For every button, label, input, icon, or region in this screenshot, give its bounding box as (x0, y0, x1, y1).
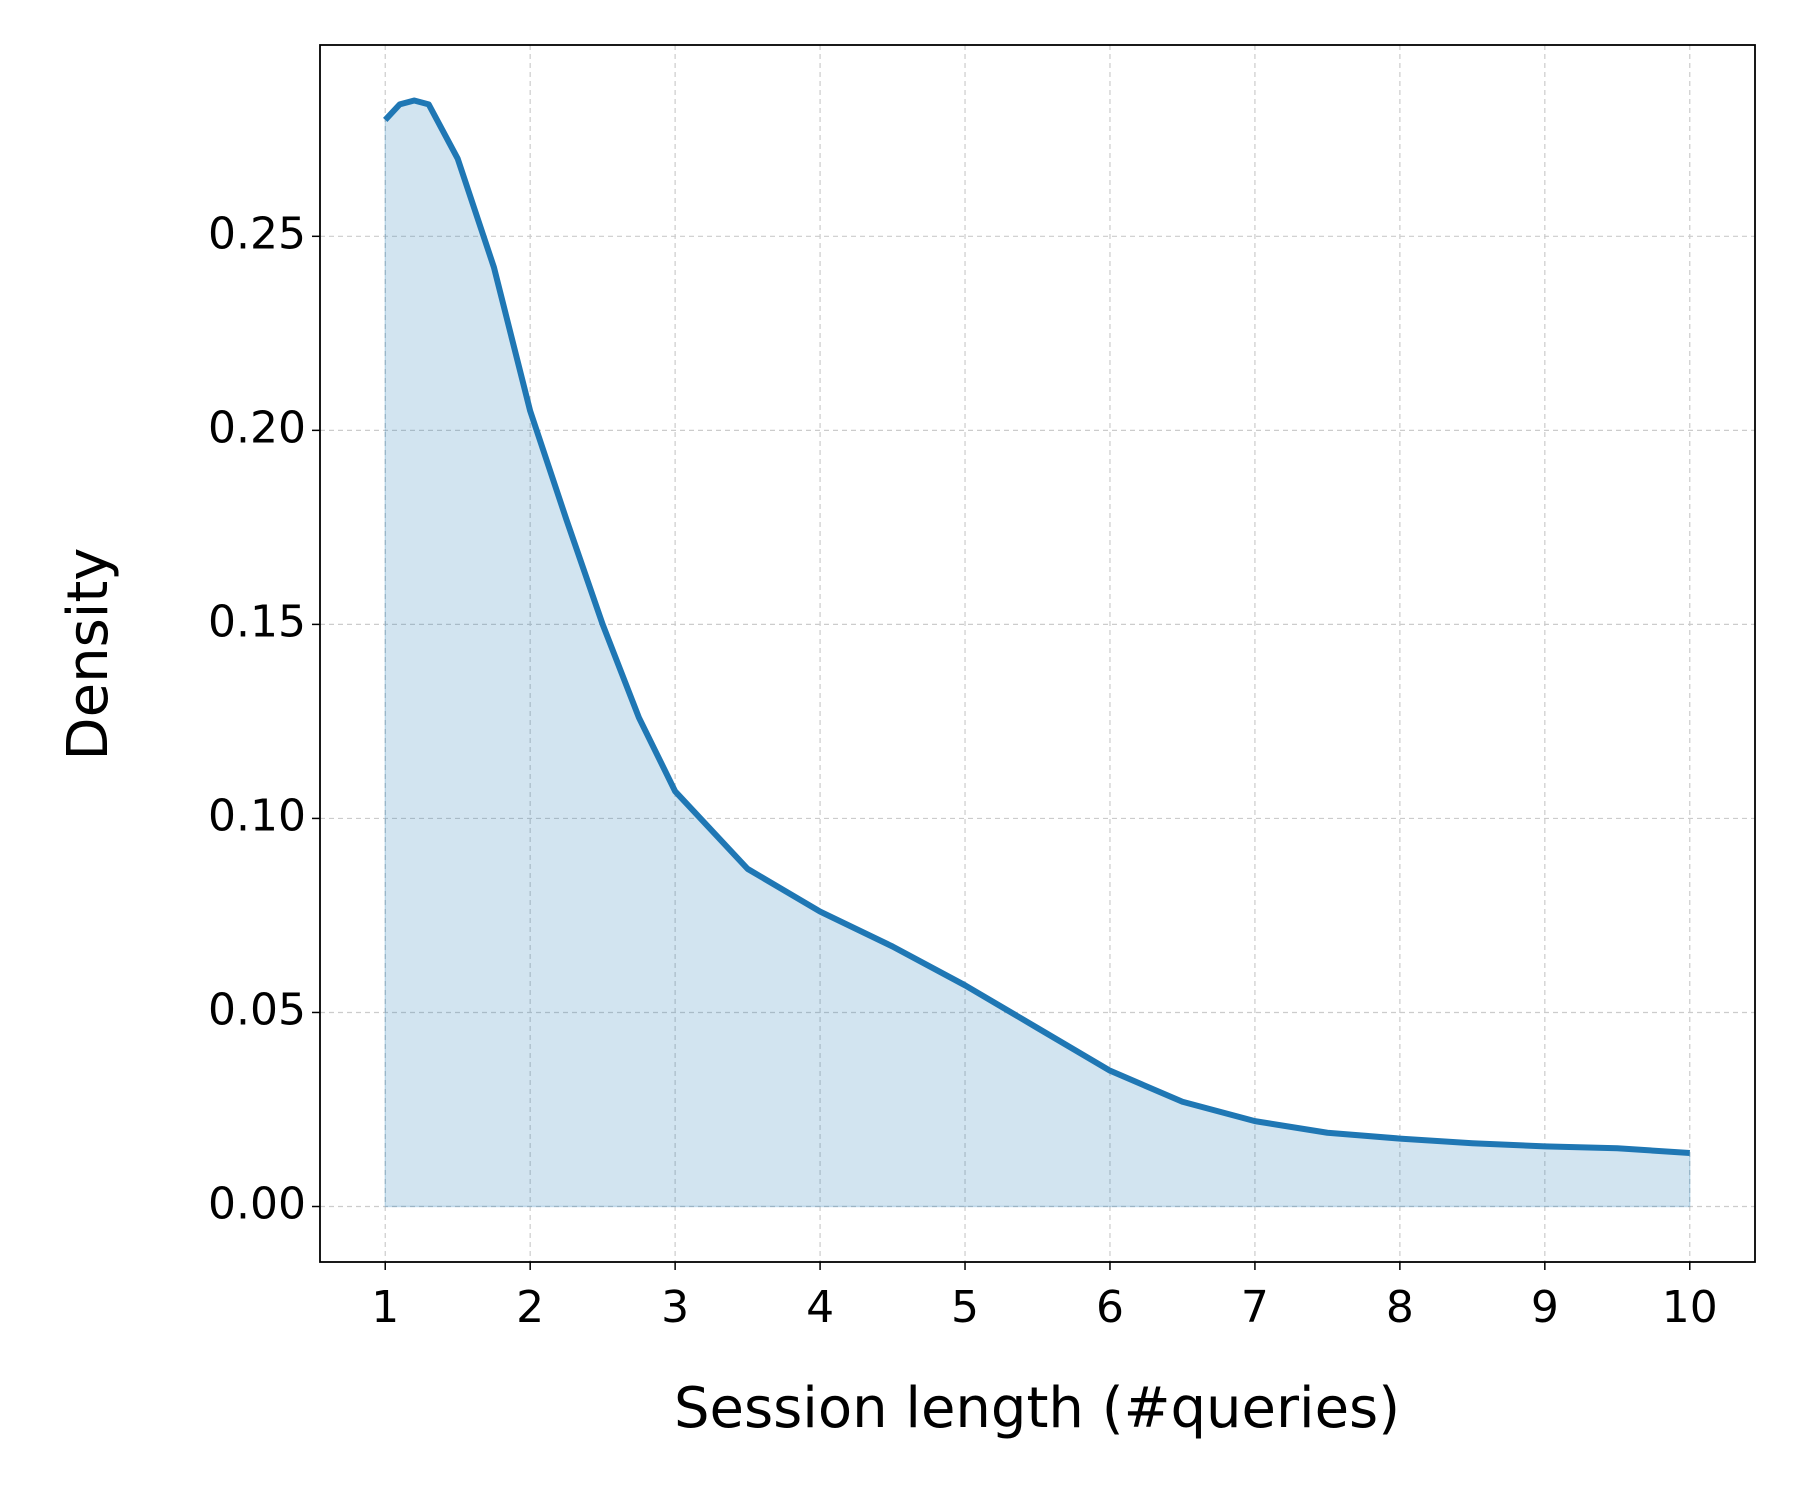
x-tick-label: 4 (806, 1282, 834, 1333)
y-tick-label: 0.25 (208, 208, 306, 259)
x-tick-label: 10 (1662, 1282, 1718, 1333)
x-tick-label: 7 (1241, 1282, 1269, 1333)
x-tick-label: 9 (1531, 1282, 1559, 1333)
x-axis-label: Session length (#queries) (674, 1376, 1400, 1441)
x-tick-label: 6 (1096, 1282, 1124, 1333)
x-tick-label: 2 (516, 1282, 544, 1333)
y-tick-label: 0.00 (208, 1179, 306, 1230)
plot-frame (319, 44, 1756, 1263)
x-tick-label: 3 (661, 1282, 689, 1333)
y-tick-label: 0.10 (208, 790, 306, 841)
x-tick-label: 1 (371, 1282, 399, 1333)
y-tick-label: 0.20 (208, 402, 306, 453)
x-tick-label: 5 (951, 1282, 979, 1333)
x-tick-label: 8 (1386, 1282, 1414, 1333)
area (384, 99, 1691, 1208)
line (383, 97, 1690, 1156)
y-axis-label: Density (56, 548, 121, 761)
y-tick-label: 0.05 (208, 984, 306, 1035)
y-tick-label: 0.15 (208, 596, 306, 647)
